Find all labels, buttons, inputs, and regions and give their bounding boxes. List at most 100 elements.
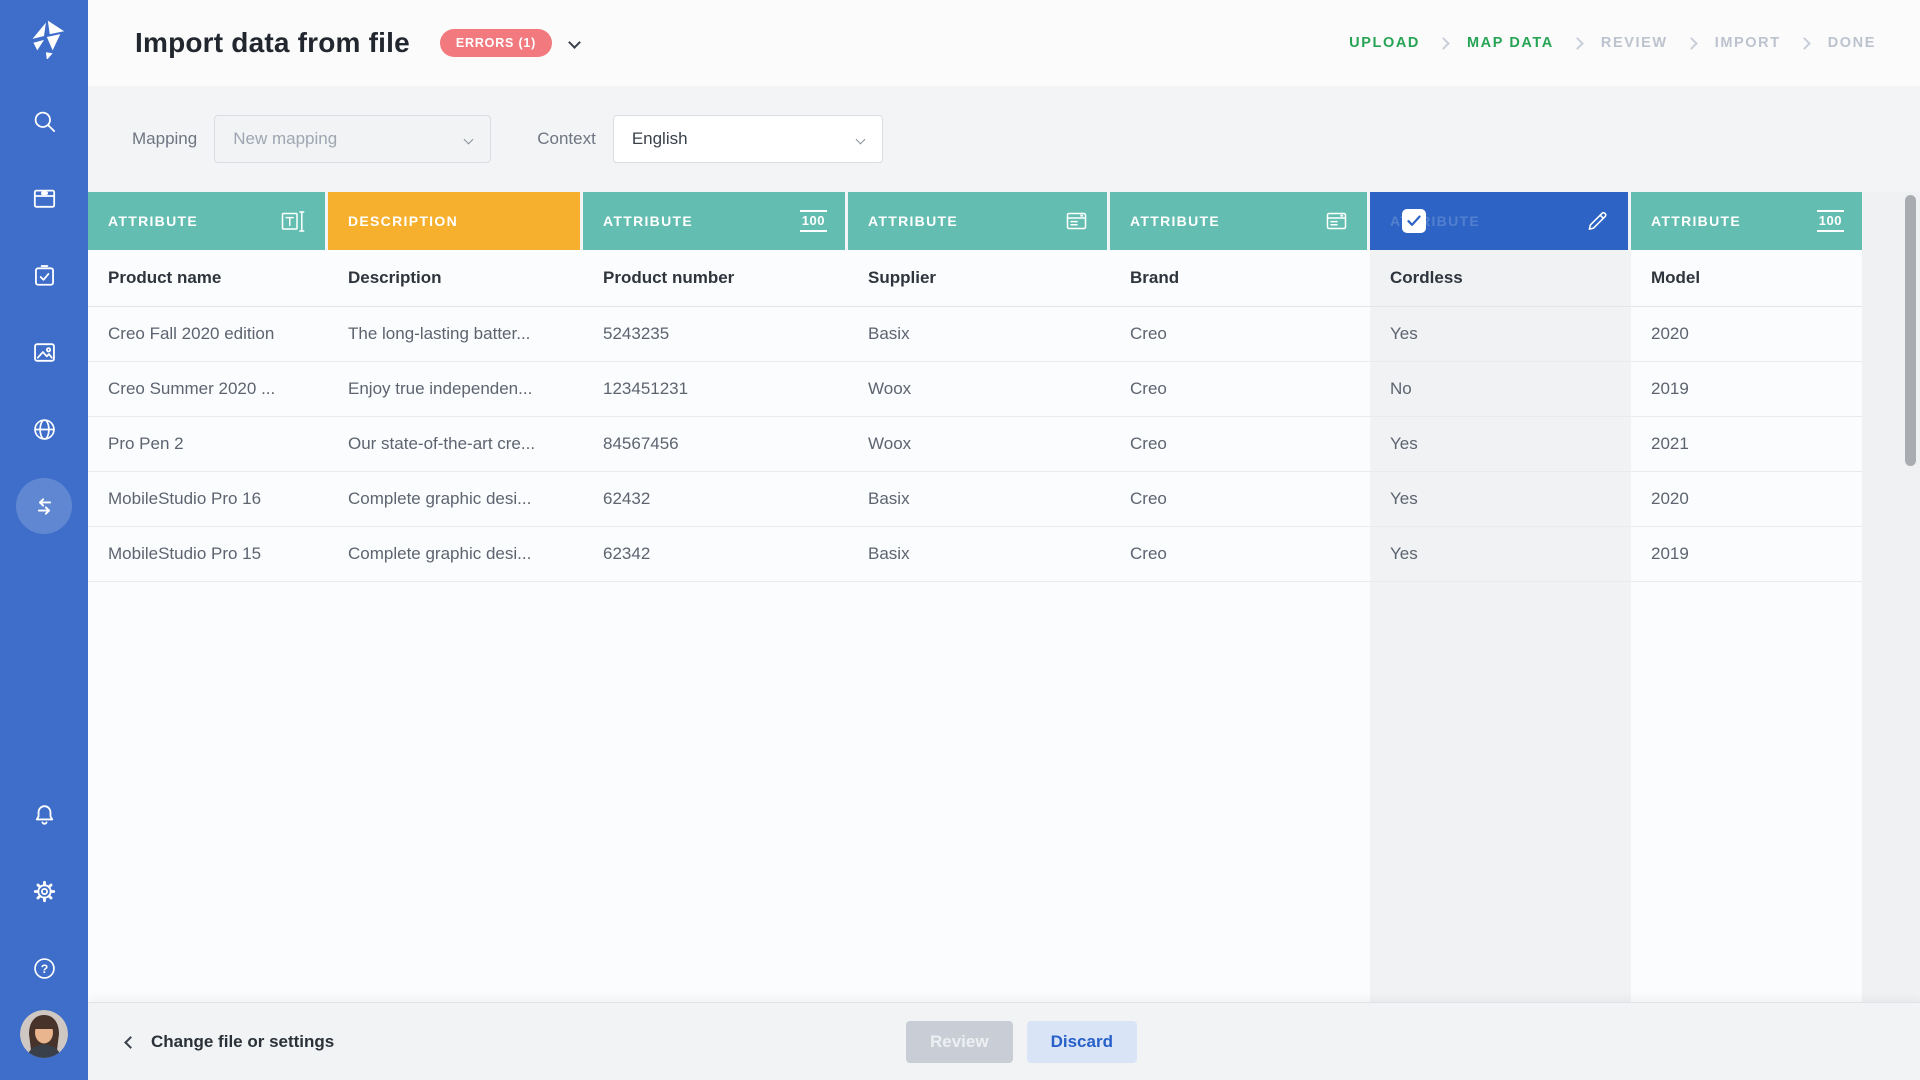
column-header-description[interactable]: DESCRIPTION [328,192,583,250]
step-review[interactable]: REVIEW [1600,35,1668,51]
list-icon [1066,212,1087,230]
footer-bar: Change file or settings Review Discard [88,1002,1920,1080]
chevron-left-icon [124,1035,137,1049]
table-cell: 62432 [603,489,651,508]
table-cell: 2020 [1651,324,1689,343]
field-name: Cordless [1390,268,1463,287]
context-select[interactable]: English [612,115,883,163]
column-header-attribute-number[interactable]: ATTRIBUTE 100 [1631,192,1862,250]
sidebar-item-search[interactable] [16,93,72,149]
column-header-attribute-text[interactable]: ATTRIBUTE [88,192,328,250]
sidebar-item-tasks[interactable] [16,247,72,303]
table-header-row: ATTRIBUTE DESCRIPTION ATTRIBUTE 100 [88,192,1862,250]
discard-button[interactable]: Discard [1026,1021,1137,1063]
page-title: Import data from file [135,27,410,58]
chevron-down-icon [855,134,866,144]
sidebar-item-notifications[interactable] [16,786,72,842]
user-avatar[interactable] [20,1010,68,1058]
field-name: Product name [108,268,222,287]
search-icon [34,111,55,132]
sidebar-item-settings[interactable] [16,863,72,919]
table-cell: Creo Summer 2020 ... [108,379,276,398]
sidebar-bottom-nav: ? [16,786,72,996]
step-import[interactable]: IMPORT [1714,35,1781,51]
change-file-link[interactable]: Change file or settings [124,1003,334,1080]
mapping-label: Mapping [132,129,198,148]
checkmark-icon [1407,215,1421,226]
list-icon [1326,212,1347,230]
gear-icon [33,880,55,902]
table-cell: The long-lasting batter... [348,324,531,343]
table-cell: 2020 [1651,489,1689,508]
column-select-checkbox[interactable] [1402,209,1426,233]
step-map-data[interactable]: MAP DATA [1466,35,1554,51]
review-button[interactable]: Review [906,1021,1013,1063]
column-header-attribute-list[interactable]: ATTRIBUTE [1110,192,1370,250]
svg-text:?: ? [40,962,48,976]
image-icon [33,342,55,362]
table-cell: Woox [868,379,912,398]
table-cell: Creo Fall 2020 edition [108,324,275,343]
table-cell: 84567456 [603,434,679,453]
table-cell: Yes [1390,324,1418,343]
table-cell: Basix [868,544,910,563]
table-row: Creo Summer 2020 ... Enjoy true independ… [88,362,1862,417]
table-cell: 5243235 [603,324,670,343]
mapping-select[interactable]: New mapping [214,115,492,163]
sidebar-item-media[interactable] [16,324,72,380]
column-header-label: ATTRIBUTE [1130,213,1220,229]
sidebar-item-channels[interactable] [16,401,72,457]
errors-badge[interactable]: ERRORS (1) [439,29,553,57]
column-header-attribute-number[interactable]: ATTRIBUTE 100 [583,192,848,250]
sidebar-item-products[interactable] [16,170,72,226]
clipboard-check-icon [34,264,54,286]
table-cell: Yes [1390,544,1418,563]
footer-buttons: Review Discard [906,1021,1137,1063]
table-cell: 62342 [603,544,651,563]
step-done[interactable]: DONE [1827,35,1876,51]
chevron-down-icon [463,134,474,144]
table-cell: Yes [1390,489,1418,508]
sidebar-nav [16,72,72,534]
wizard-steps: UPLOAD MAP DATA REVIEW IMPORT DONE [1349,0,1876,86]
content-area: Mapping New mapping Context English ATTR… [88,86,1920,1002]
table-cell: Creo [1130,489,1167,508]
column-header-attribute-selected[interactable]: ATTRIBUTE [1370,192,1631,250]
sidebar-item-import-export[interactable] [16,478,72,534]
table-cell: Yes [1390,434,1418,453]
vertical-scrollbar-thumb[interactable] [1905,195,1916,466]
column-header-label: ATTRIBUTE [108,213,198,229]
inriver-logo[interactable] [0,0,88,72]
table-body: Creo Fall 2020 edition The long-lasting … [88,307,1862,582]
table-cell: MobileStudio Pro 15 [108,544,262,563]
bell-icon [35,804,53,825]
table-cell: Basix [868,324,910,343]
errors-expand-button[interactable] [568,34,581,52]
sidebar-item-help[interactable]: ? [16,940,72,996]
column-header-label: ATTRIBUTE [868,213,958,229]
number-icon: 100 [799,209,827,233]
table-cell: MobileStudio Pro 16 [108,489,262,508]
table-cell: 2019 [1651,379,1689,398]
table-cell: Woox [868,434,912,453]
field-name: Description [348,268,442,287]
column-header-label: ATTRIBUTE [603,213,693,229]
column-header-label: ATTRIBUTE [1651,213,1741,229]
table-cell: Complete graphic desi... [348,544,532,563]
column-header-attribute-list[interactable]: ATTRIBUTE [848,192,1110,250]
table-cell: Creo [1130,379,1167,398]
context-select-value: English [631,129,688,148]
mapping-toolbar: Mapping New mapping Context English [88,86,1920,192]
column-header-label: DESCRIPTION [348,213,458,229]
help-icon: ? [33,957,55,979]
top-bar: Import data from file ERRORS (1) UPLOAD … [88,0,1920,86]
mapping-table: ATTRIBUTE DESCRIPTION ATTRIBUTE 100 [88,192,1862,582]
table-cell: Basix [868,489,910,508]
pencil-icon[interactable] [1585,209,1610,234]
step-upload[interactable]: UPLOAD [1349,35,1420,51]
chevron-right-icon [1571,36,1584,50]
table-row: Creo Fall 2020 edition The long-lasting … [88,307,1862,362]
table-row: MobileStudio Pro 16 Complete graphic des… [88,472,1862,527]
table-cell: 123451231 [603,379,689,398]
